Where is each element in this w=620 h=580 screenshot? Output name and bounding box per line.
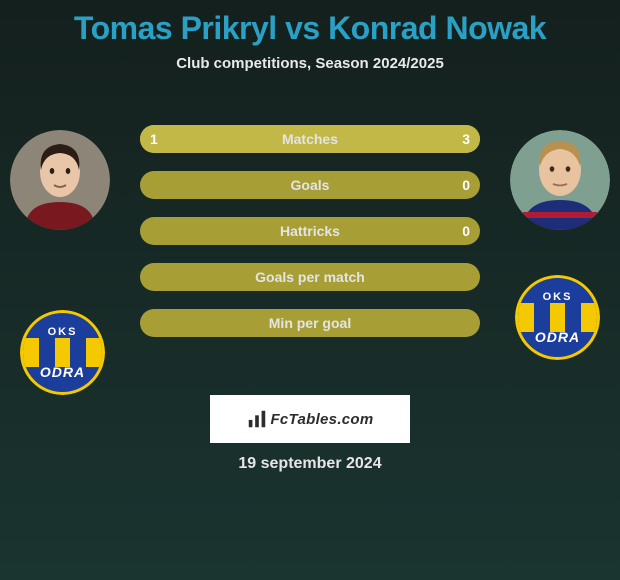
badge-icon: OKS ODRA (20, 310, 105, 395)
comparison-card: Tomas Prikryl vs Konrad Nowak Club compe… (0, 0, 620, 580)
page-title: Tomas Prikryl vs Konrad Nowak (0, 0, 620, 47)
stat-label: Hattricks (140, 217, 480, 245)
stat-value-right: 0 (462, 217, 470, 245)
brand-text: FcTables.com (270, 411, 373, 428)
stat-bar: Goals per match (140, 263, 480, 291)
stat-label: Min per goal (140, 309, 480, 337)
badge-bottom-text: ODRA (23, 364, 102, 392)
badge-top-text: OKS (23, 313, 102, 338)
stats-list: Matches13Goals0Hattricks0Goals per match… (140, 125, 480, 355)
badge-stripes (23, 338, 102, 366)
badge-icon: OKS ODRA (515, 275, 600, 360)
player-left-icon (10, 130, 110, 230)
badge-top-text: OKS (518, 278, 597, 303)
badge-bottom-text: ODRA (518, 329, 597, 357)
player-right-avatar (510, 130, 610, 230)
team-right-badge: OKS ODRA (515, 275, 600, 360)
stat-label: Goals (140, 171, 480, 199)
player-right-icon (510, 130, 610, 230)
stat-value-right: 3 (462, 125, 470, 153)
badge-stripes (518, 303, 597, 331)
stat-bar: Matches1 3 (140, 125, 480, 153)
stat-label: Goals per match (140, 263, 480, 291)
stat-value-left: 1 (150, 125, 158, 153)
stat-bar: Hattricks0 (140, 217, 480, 245)
date-text: 19 september 2024 (0, 455, 620, 473)
team-left-badge: OKS ODRA (20, 310, 105, 395)
subtitle: Club competitions, Season 2024/2025 (0, 55, 620, 72)
player-left-avatar (10, 130, 110, 230)
stat-bar: Min per goal (140, 309, 480, 337)
stat-value-right: 0 (462, 171, 470, 199)
chart-icon (246, 408, 268, 430)
stat-bar: Goals0 (140, 171, 480, 199)
stat-label: Matches (140, 125, 480, 153)
brand-banner: FcTables.com (210, 395, 410, 443)
